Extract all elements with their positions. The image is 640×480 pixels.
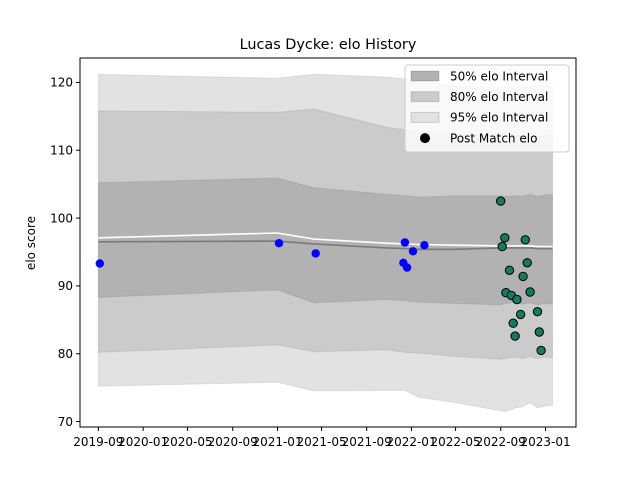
data-point	[400, 238, 410, 247]
legend-swatch	[410, 91, 440, 103]
legend-box	[404, 64, 570, 153]
data-point	[497, 241, 507, 252]
legend-label: 95% elo Interval	[450, 111, 548, 125]
data-point	[534, 327, 544, 337]
data-point	[508, 318, 518, 328]
x-tick-label: 2022-05	[431, 435, 481, 449]
y-tick-label: 80	[58, 347, 73, 361]
data-point	[520, 235, 530, 245]
y-axis: 70 80 90 100 110 120	[50, 76, 80, 429]
data-point	[532, 307, 543, 317]
x-tick-label: 2022-01	[386, 435, 436, 449]
y-tick-label: 110	[50, 144, 73, 158]
legend-marker	[420, 133, 430, 144]
x-tick-label: 2020-09	[208, 435, 258, 449]
data-point	[311, 249, 320, 258]
legend-label: 80% elo Interval	[450, 90, 548, 104]
y-tick-label: 120	[50, 76, 73, 90]
legend-label: 50% elo Interval	[450, 69, 548, 83]
data-point	[510, 331, 520, 341]
ci50-band	[97, 177, 553, 306]
legend: 50% elo Interval 80% elo Interval 95% elo …	[404, 64, 570, 153]
data-point	[402, 263, 412, 272]
interval-bands	[97, 73, 553, 412]
data-point	[536, 345, 546, 356]
x-tick-label: 2022-09	[476, 435, 526, 449]
y-axis-label: elo score	[24, 216, 38, 270]
legend-label: Post Match elo	[450, 131, 537, 145]
x-tick-label: 2020-01	[118, 435, 168, 449]
green-points	[496, 196, 546, 356]
x-tick-label: 2021-01	[252, 435, 302, 449]
data-point	[515, 309, 526, 320]
y-tick-label: 100	[50, 211, 73, 225]
data-point	[500, 233, 510, 243]
data-point	[504, 265, 515, 275]
x-tick-label: 2020-05	[163, 435, 213, 449]
data-point	[274, 239, 284, 248]
y-tick-label: 70	[58, 415, 73, 429]
data-point	[522, 258, 532, 268]
data-point	[95, 259, 105, 268]
x-tick-label: 2019-09	[73, 435, 123, 449]
data-point	[518, 271, 528, 282]
x-tick-label: 2021-09	[342, 435, 392, 449]
y-tick-label: 90	[58, 279, 73, 293]
plot-frame	[79, 57, 577, 428]
legend-swatch	[410, 111, 440, 123]
legend-swatch	[410, 70, 440, 82]
data-point	[496, 196, 506, 206]
chart-title: Lucas Dycke: elo History	[240, 37, 417, 53]
data-point	[525, 287, 535, 297]
data-point	[408, 247, 418, 256]
x-tick-label: 2021-05	[297, 435, 347, 449]
data-point	[512, 294, 522, 305]
data-point	[420, 241, 429, 250]
x-axis: 2019-092020-012020-052020-092021-012021-…	[73, 427, 571, 449]
x-tick-label: 2023-01	[520, 435, 570, 449]
blue-points	[95, 238, 429, 272]
